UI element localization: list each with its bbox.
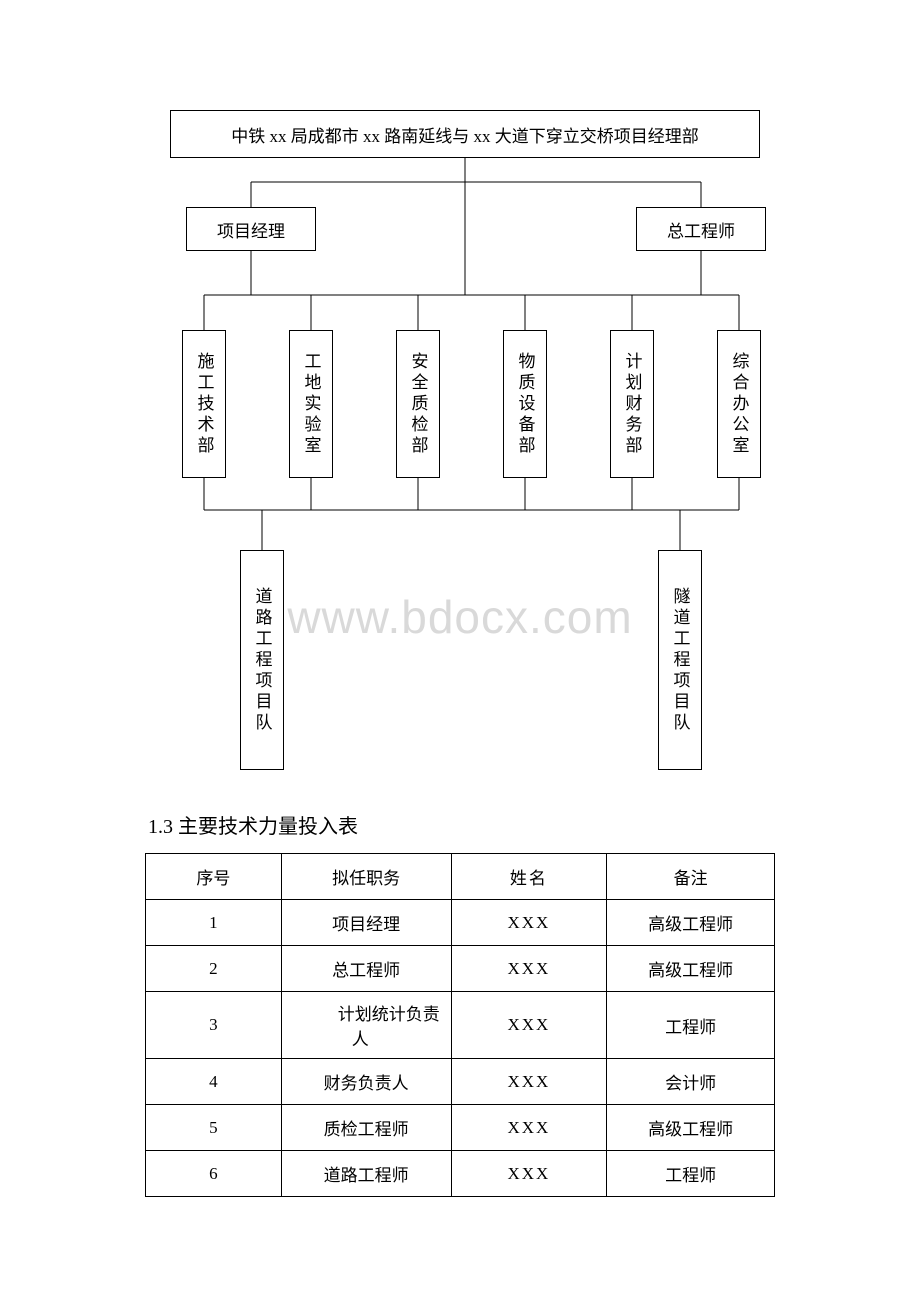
table-cell: 高级工程师 [607, 900, 775, 946]
col-name-header: 姓名 [451, 854, 607, 900]
table-cell: XXX [451, 900, 607, 946]
table-cell: 财务负责人 [281, 1059, 451, 1105]
manager-box: 总工程师 [636, 207, 766, 251]
col-role-header: 拟任职务 [281, 854, 451, 900]
col-note-header: 备注 [607, 854, 775, 900]
team-box: 隧道工程项目队 [658, 550, 702, 770]
table-row: 3 计划统计负责人XXX工程师 [146, 992, 775, 1059]
table-row: 2总工程师XXX高级工程师 [146, 946, 775, 992]
table-cell: 项目经理 [281, 900, 451, 946]
department-box: 综合办公室 [717, 330, 761, 478]
table-cell: 高级工程师 [607, 946, 775, 992]
department-box: 计划财务部 [610, 330, 654, 478]
department-box: 物质设备部 [503, 330, 547, 478]
table-cell: 工程师 [607, 1151, 775, 1197]
table-cell: 会计师 [607, 1059, 775, 1105]
team-box: 道路工程项目队 [240, 550, 284, 770]
table-cell: 2 [146, 946, 282, 992]
table-cell: 工程师 [607, 992, 775, 1059]
section-heading: 1.3 主要技术力量投入表 [148, 810, 920, 839]
table-cell: XXX [451, 1105, 607, 1151]
manager-box: 项目经理 [186, 207, 316, 251]
table-cell: 6 [146, 1151, 282, 1197]
table-cell: 5 [146, 1105, 282, 1151]
table-row: 1项目经理XXX高级工程师 [146, 900, 775, 946]
table-cell: 高级工程师 [607, 1105, 775, 1151]
table-row: 4财务负责人XXX会计师 [146, 1059, 775, 1105]
table-cell: 3 [146, 992, 282, 1059]
org-title-box: 中铁 xx 局成都市 xx 路南延线与 xx 大道下穿立交桥项目经理部 [170, 110, 760, 158]
table-cell: XXX [451, 946, 607, 992]
table-cell: 4 [146, 1059, 282, 1105]
table-cell: 质检工程师 [281, 1105, 451, 1151]
staff-table: 序号 拟任职务 姓名 备注 1项目经理XXX高级工程师2总工程师XXX高级工程师… [145, 853, 775, 1197]
department-box: 工地实验室 [289, 330, 333, 478]
table-cell: 计划统计负责人 [281, 992, 451, 1059]
table-cell: XXX [451, 1059, 607, 1105]
table-cell: XXX [451, 992, 607, 1059]
table-cell: 1 [146, 900, 282, 946]
table-row: 5质检工程师XXX高级工程师 [146, 1105, 775, 1151]
department-box: 施工技术部 [182, 330, 226, 478]
table-cell: 道路工程师 [281, 1151, 451, 1197]
col-seq-header: 序号 [146, 854, 282, 900]
table-header-row: 序号 拟任职务 姓名 备注 [146, 854, 775, 900]
table-cell: 总工程师 [281, 946, 451, 992]
org-title: 中铁 xx 局成都市 xx 路南延线与 xx 大道下穿立交桥项目经理部 [231, 122, 699, 147]
table-row: 6道路工程师XXX工程师 [146, 1151, 775, 1197]
table-cell: XXX [451, 1151, 607, 1197]
org-chart: www.bdocx.com 中铁 xx 局成都市 xx 路南延线与 xx 大道下… [110, 110, 810, 790]
department-box: 安全质检部 [396, 330, 440, 478]
